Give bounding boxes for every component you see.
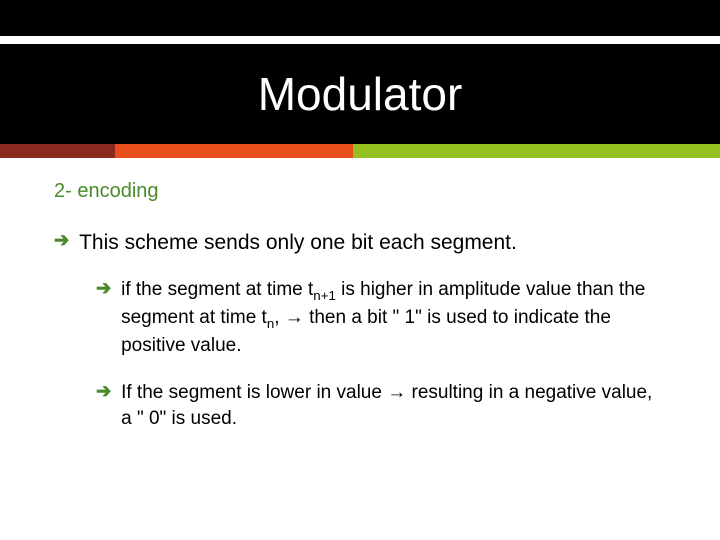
bullet-l2-text: if the segment at time tn+1 is higher in… bbox=[121, 277, 666, 358]
accent-segment-1 bbox=[0, 144, 115, 158]
section-subtitle: 2- encoding bbox=[54, 180, 666, 203]
bullet-l1-text: This scheme sends only one bit each segm… bbox=[79, 229, 517, 257]
arrow-right-icon: ➔ bbox=[54, 228, 69, 254]
accent-segment-3 bbox=[353, 144, 720, 158]
bullet-level2: ➔ if the segment at time tn+1 is higher … bbox=[96, 277, 666, 358]
slide-title: Modulator bbox=[258, 67, 463, 121]
header-top-stripe bbox=[0, 0, 720, 36]
accent-segment-2 bbox=[115, 144, 353, 158]
bullet-level1: ➔ This scheme sends only one bit each se… bbox=[54, 229, 666, 257]
arrow-right-icon: ➔ bbox=[96, 276, 111, 302]
accent-bar bbox=[0, 144, 720, 158]
bullet-l2-text: If the segment is lower in value → resul… bbox=[121, 380, 666, 431]
content-area: 2- encoding ➔ This scheme sends only one… bbox=[54, 180, 666, 454]
header-main: Modulator bbox=[0, 44, 720, 144]
bullet-level2: ➔ If the segment is lower in value → res… bbox=[96, 380, 666, 431]
arrow-right-icon: ➔ bbox=[96, 379, 111, 405]
